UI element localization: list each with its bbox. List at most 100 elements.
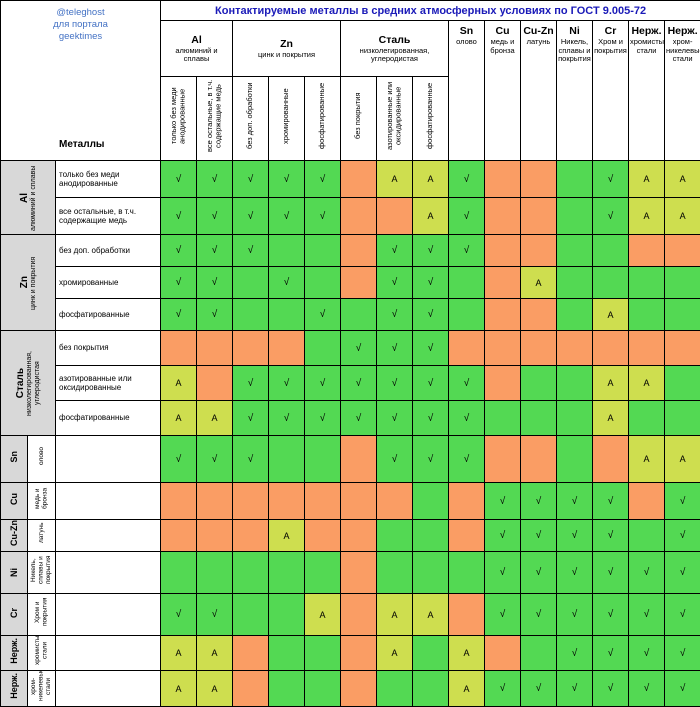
matrix-cell — [485, 401, 521, 436]
row-label: только без меди анодированные — [56, 161, 161, 198]
matrix-cell: √ — [233, 401, 269, 436]
row-group-name: медь и бронза — [28, 483, 56, 520]
matrix-cell: √ — [197, 161, 233, 198]
matrix-cell: A — [377, 636, 413, 671]
group-name: Никель, сплавы и покрытия — [557, 37, 592, 64]
group-name: низколегированная, углеродистая — [341, 46, 448, 64]
matrix-cell: A — [665, 198, 700, 235]
matrix-cell — [269, 331, 305, 366]
group-code: Zn — [19, 276, 30, 288]
matrix-cell — [521, 636, 557, 671]
matrix-cell: √ — [161, 267, 197, 299]
matrix-cell — [233, 636, 269, 671]
matrix-cell — [197, 483, 233, 520]
matrix-cell — [269, 299, 305, 331]
matrix-cell — [557, 401, 593, 436]
credit-line: @teleghost — [1, 7, 160, 19]
matrix-cell: A — [305, 594, 341, 636]
matrix-cell — [305, 520, 341, 552]
matrix-cell — [413, 671, 449, 707]
matrix-cell — [557, 235, 593, 267]
matrix-cell: √ — [557, 636, 593, 671]
matrix-cell — [161, 552, 197, 594]
matrix-cell — [521, 401, 557, 436]
matrix-cell: √ — [665, 636, 700, 671]
group-name: хром-никелевые стали — [665, 37, 700, 64]
matrix-cell: √ — [593, 671, 629, 707]
group-name: хромистые стали — [629, 37, 664, 55]
matrix-cell: A — [629, 366, 665, 401]
matrix-cell: √ — [377, 235, 413, 267]
matrix-cell: A — [269, 520, 305, 552]
matrix-cell — [233, 331, 269, 366]
col-sub-header: только без меди анодированные — [161, 77, 197, 161]
matrix-cell — [233, 671, 269, 707]
group-code: Cr — [593, 25, 628, 37]
row-group-name: хром-никелевые стали — [28, 671, 56, 707]
matrix-cell — [269, 552, 305, 594]
matrix-cell — [485, 299, 521, 331]
matrix-cell — [377, 552, 413, 594]
matrix-cell — [449, 267, 485, 299]
matrix-cell: A — [413, 198, 449, 235]
matrix-cell: √ — [341, 401, 377, 436]
matrix-cell: √ — [629, 594, 665, 636]
matrix-cell: √ — [305, 366, 341, 401]
matrix-cell — [377, 520, 413, 552]
matrix-cell — [269, 483, 305, 520]
matrix-cell: √ — [413, 436, 449, 483]
matrix-cell — [305, 436, 341, 483]
matrix-cell: √ — [233, 436, 269, 483]
matrix-cell — [233, 594, 269, 636]
matrix-cell — [305, 552, 341, 594]
group-code: Ni — [557, 25, 592, 37]
matrix-cell: √ — [449, 235, 485, 267]
matrix-cell: √ — [485, 520, 521, 552]
group-name: латунь — [521, 37, 556, 47]
matrix-cell — [557, 366, 593, 401]
matrix-cell — [377, 483, 413, 520]
matrix-cell — [305, 671, 341, 707]
matrix-cell: √ — [233, 235, 269, 267]
matrix-cell — [305, 636, 341, 671]
matrix-cell — [413, 483, 449, 520]
matrix-cell — [341, 267, 377, 299]
matrix-cell — [449, 331, 485, 366]
group-code: Cu-Zn — [521, 25, 556, 37]
matrix-cell — [269, 436, 305, 483]
matrix-cell — [449, 520, 485, 552]
matrix-cell: √ — [197, 198, 233, 235]
matrix-cell — [377, 671, 413, 707]
matrix-cell: √ — [521, 552, 557, 594]
row-label-empty — [56, 436, 161, 483]
col-sub-header: хромированные — [269, 77, 305, 161]
matrix-cell: √ — [197, 267, 233, 299]
matrix-cell — [341, 198, 377, 235]
matrix-cell — [341, 636, 377, 671]
matrix-cell: √ — [305, 198, 341, 235]
matrix-cell — [521, 235, 557, 267]
matrix-cell: √ — [629, 636, 665, 671]
matrix-cell — [413, 636, 449, 671]
col-sub-header: фосфатированные — [305, 77, 341, 161]
matrix-cell: √ — [521, 520, 557, 552]
matrix-cell: √ — [665, 552, 700, 594]
matrix-cell: √ — [269, 198, 305, 235]
row-group-name: Никель, сплавы и покрытия — [28, 552, 56, 594]
matrix-cell: √ — [161, 436, 197, 483]
matrix-cell: √ — [233, 198, 269, 235]
matrix-cell: √ — [197, 594, 233, 636]
matrix-cell: √ — [305, 299, 341, 331]
matrix-cell: √ — [269, 161, 305, 198]
matrix-cell — [197, 520, 233, 552]
matrix-cell: √ — [449, 436, 485, 483]
matrix-cell: √ — [377, 366, 413, 401]
matrix-cell: √ — [377, 401, 413, 436]
matrix-cell: A — [197, 671, 233, 707]
